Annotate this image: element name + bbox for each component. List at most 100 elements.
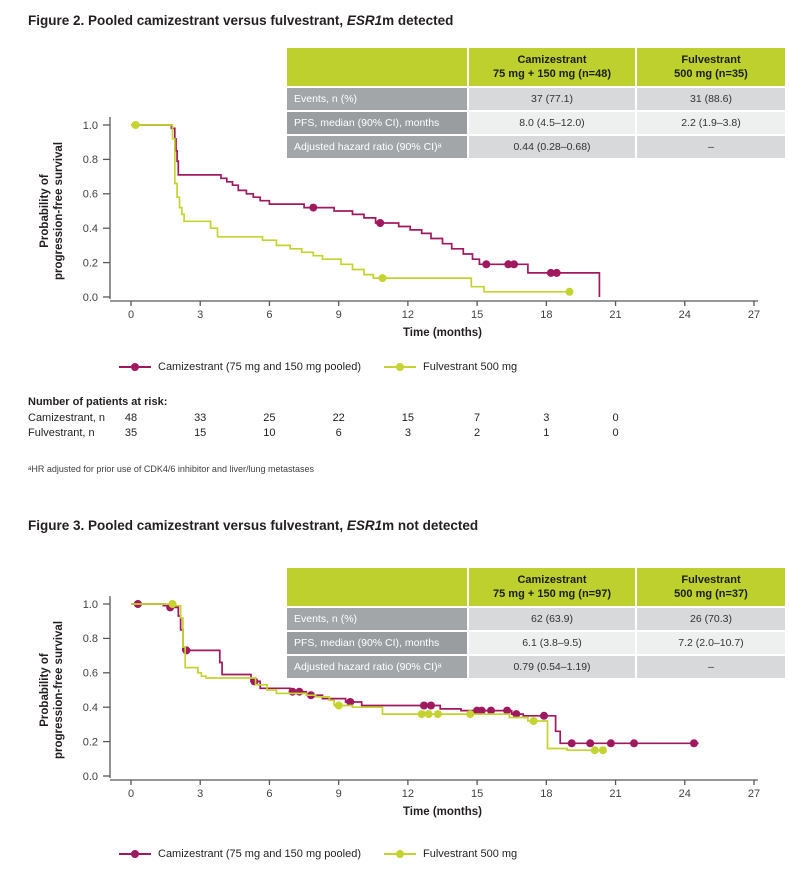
y-axis-title-line: progression-free survival xyxy=(53,621,65,759)
censor-mark-camizestrant xyxy=(420,701,428,710)
column-title: Camizestrant xyxy=(517,53,587,66)
km-curve-fulvestrant xyxy=(131,124,570,293)
summary-row-events: Events, n (%) 37 (77.1) 31 (88.6) xyxy=(287,88,785,110)
summary-row-pfs: PFS, median (90% CI), months 6.1 (3.8–9.… xyxy=(287,632,785,654)
summary-row-hazard-ratio: Adjusted hazard ratio (90% CI)ᵃ 0.44 (0.… xyxy=(287,136,785,158)
censor-mark-camizestrant xyxy=(309,203,318,212)
summary-row-pfs: PFS, median (90% CI), months 8.0 (4.5–12… xyxy=(287,112,785,134)
x-tick-label: 3 xyxy=(197,788,203,800)
events-fulvestrant: 31 (88.6) xyxy=(637,88,785,110)
pfs-fulvestrant: 2.2 (1.9–3.8) xyxy=(637,112,785,134)
y-tick-label: 0.2 xyxy=(83,736,98,748)
x-tick-label: 12 xyxy=(402,309,414,321)
censor-mark-camizestrant xyxy=(510,260,518,269)
legend-dot xyxy=(131,363,139,371)
risk-count: 22 xyxy=(332,412,345,424)
legend-dot xyxy=(131,850,139,858)
risk-count: 6 xyxy=(335,427,342,439)
hr-fulvestrant: – xyxy=(637,136,785,158)
number-at-risk-heading: Number of patients at risk: xyxy=(28,396,168,408)
summary-table-figure3: Camizestrant 75 mg + 150 mg (n=97) Fulves… xyxy=(285,566,787,680)
x-tick-label: 3 xyxy=(197,309,203,321)
row-label: Adjusted hazard ratio (90% CI)ᵃ xyxy=(287,656,467,678)
risk-count: 3 xyxy=(543,412,550,424)
x-tick-label: 9 xyxy=(336,788,342,800)
censor-mark-fulvestrant xyxy=(529,717,538,725)
pfs-camizestrant: 6.1 (3.8–9.5) xyxy=(469,632,635,654)
y-tick-label: 0.4 xyxy=(83,702,98,714)
censor-mark-fulvestrant xyxy=(131,121,140,129)
risk-row-label: Fulvestrant, n xyxy=(28,427,95,439)
censor-mark-fulvestrant xyxy=(598,746,607,755)
risk-count: 2 xyxy=(474,427,481,439)
censor-mark-camizestrant xyxy=(540,711,548,720)
summary-header-camizestrant: Camizestrant 75 mg + 150 mg (n=48) xyxy=(469,48,635,86)
fulvestrant-line-marker-icon xyxy=(383,849,417,859)
summary-header-fulvestrant: Fulvestrant 500 mg (n=37) xyxy=(637,568,785,606)
censor-mark-fulvestrant xyxy=(590,746,599,755)
legend-item-fulvestrant: Fulvestrant 500 mg xyxy=(383,848,517,860)
x-tick-label: 24 xyxy=(679,788,691,800)
figure2-title-post: m detected xyxy=(382,13,454,28)
figure2-title: Figure 2. Pooled camizestrant versus ful… xyxy=(28,13,453,28)
x-axis-title: Time (months) xyxy=(403,806,482,818)
figure2-title-gene: ESR1 xyxy=(346,13,383,28)
events-camizestrant: 37 (77.1) xyxy=(469,88,635,110)
x-tick-label: 6 xyxy=(266,309,272,321)
censor-mark-camizestrant xyxy=(512,710,521,719)
row-label: Events, n (%) xyxy=(287,608,467,630)
legend-figure3: Camizestrant (75 mg and 150 mg pooled) F… xyxy=(118,848,517,860)
x-tick-label: 24 xyxy=(679,309,691,321)
pfs-camizestrant: 8.0 (4.5–12.0) xyxy=(469,112,635,134)
row-label: PFS, median (90% CI), months xyxy=(287,112,467,134)
y-axis-title-line: progression-free survival xyxy=(53,142,65,280)
censor-mark-camizestrant xyxy=(504,260,513,269)
hazard-ratio-footnote: ᵃHR adjusted for prior use of CDK4/6 inh… xyxy=(28,464,314,474)
y-tick-label: 1.0 xyxy=(83,599,98,611)
x-tick-label: 15 xyxy=(471,309,483,321)
hr-camizestrant: 0.44 (0.28–0.68) xyxy=(469,136,635,158)
risk-count: 35 xyxy=(124,427,138,439)
figure3-title-post: m not detected xyxy=(382,518,479,533)
figure3-title-pre: Figure 3. Pooled camizestrant versus ful… xyxy=(28,518,347,533)
hr-camizestrant: 0.79 (0.54–1.19) xyxy=(469,656,635,678)
censor-mark-camizestrant xyxy=(346,698,355,706)
legend-label-fulvestrant: Fulvestrant 500 mg xyxy=(423,361,518,373)
row-label: PFS, median (90% CI), months xyxy=(287,632,467,654)
risk-count: 0 xyxy=(612,427,619,439)
censor-mark-fulvestrant xyxy=(565,287,574,296)
risk-count: 25 xyxy=(263,412,276,424)
censor-mark-camizestrant xyxy=(546,268,555,277)
censor-mark-camizestrant xyxy=(606,739,615,748)
risk-count: 15 xyxy=(194,427,207,439)
km-chart-figure3: 0.0 0.2 0.4 0.6 0.8 1.0 0 3 6 9 12 15 18 21 24 27 Time (… xyxy=(39,596,760,818)
risk-count: 15 xyxy=(401,412,415,424)
risk-row-fulvestrant: Fulvestrant, n 35 15 10 6 3 2 1 0 xyxy=(0,427,789,441)
x-tick-label: 18 xyxy=(540,788,552,800)
censor-mark-fulvestrant xyxy=(417,710,426,719)
x-tick-label: 27 xyxy=(748,309,760,321)
x-tick-label: 15 xyxy=(471,788,483,800)
column-title: Camizestrant xyxy=(517,573,587,586)
summary-header-empty-cell xyxy=(287,48,467,86)
y-axis-title-line: Probability of xyxy=(39,174,51,248)
summary-table-figure2: Camizestrant 75 mg + 150 mg (n=48) Fulves… xyxy=(285,46,787,160)
risk-count: 7 xyxy=(474,412,481,424)
x-tick-label: 0 xyxy=(128,309,134,321)
y-tick-label: 0.8 xyxy=(83,633,98,645)
y-axis-title-line: Probability of xyxy=(39,653,51,727)
km-chart-figure2: 0.0 0.2 0.4 0.6 0.8 1.0 0 3 6 9 12 15 18 21 24 27 Time (… xyxy=(39,117,760,339)
risk-count: 0 xyxy=(612,412,619,424)
summary-row-hazard-ratio: Adjusted hazard ratio (90% CI)ᵃ 0.79 (0.… xyxy=(287,656,785,678)
censor-mark-fulvestrant xyxy=(466,710,475,719)
censor-mark-camizestrant xyxy=(586,739,595,748)
y-tick-label: 0.6 xyxy=(83,668,98,680)
column-subtitle: 75 mg + 150 mg (n=97) xyxy=(493,588,611,600)
pfs-fulvestrant: 7.2 (2.0–10.7) xyxy=(637,632,785,654)
x-tick-label: 21 xyxy=(609,788,621,800)
censor-mark-camizestrant xyxy=(567,739,576,748)
censor-mark-camizestrant xyxy=(288,687,297,696)
summary-header-empty-cell xyxy=(287,568,467,606)
risk-count: 3 xyxy=(404,427,411,439)
censor-mark-camizestrant xyxy=(487,706,495,715)
